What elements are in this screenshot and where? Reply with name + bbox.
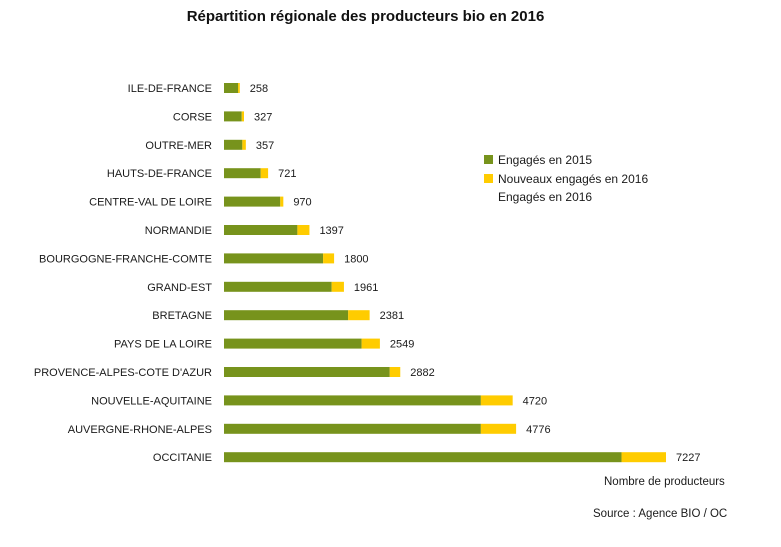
bar-new-2016-normandie — [297, 225, 310, 235]
bar-engaged-2015-pays-de-la-loire — [224, 338, 362, 349]
bar-new-2016-bretagne — [348, 310, 370, 321]
category-label-corse: CORSE — [173, 111, 212, 123]
value-label-pays-de-la-loire: 2549 — [390, 339, 414, 351]
category-label-auvergne-rhone-alpes: AUVERGNE-RHONE-ALPES — [68, 424, 212, 436]
value-label-normandie: 1397 — [319, 225, 343, 237]
legend-label-engaged-2015: Engagés en 2015 — [498, 152, 593, 167]
category-label-bourgogne-franche-comte: BOURGOGNE-FRANCHE-COMTE — [39, 253, 212, 265]
value-label-ile-de-france: 258 — [250, 83, 268, 95]
legend-swatch-new-2016 — [484, 174, 493, 183]
bar-engaged-2015-bourgogne-franche-comte — [224, 253, 324, 264]
value-label-bourgogne-franche-comte: 1800 — [344, 253, 368, 265]
value-label-corse: 327 — [254, 111, 272, 123]
bar-engaged-2015-ile-de-france — [224, 83, 239, 93]
legend-label-new-2016: Nouveaux engagés en 2016 — [498, 171, 649, 186]
value-label-centre-val-de-loire: 970 — [293, 197, 311, 209]
legend-label-engaged-2016: Engagés en 2016 — [498, 190, 593, 204]
value-label-provence-alpes-cote-d-azur: 2882 — [410, 367, 434, 379]
category-label-nouvelle-aquitaine: NOUVELLE-AQUITAINE — [91, 395, 212, 407]
bar-engaged-2015-centre-val-de-loire — [224, 196, 281, 207]
category-label-grand-est: GRAND-EST — [147, 282, 212, 294]
value-label-hauts-de-france: 721 — [278, 168, 296, 180]
category-label-normandie: NORMANDIE — [145, 225, 212, 237]
bar-new-2016-corse — [241, 111, 244, 122]
bar-new-2016-ile-de-france — [238, 83, 240, 93]
bar-new-2016-pays-de-la-loire — [361, 338, 380, 349]
legend-swatch-engaged-2015 — [484, 155, 493, 164]
bar-new-2016-provence-alpes-cote-d-azur — [389, 367, 401, 377]
bar-engaged-2015-auvergne-rhone-alpes — [224, 423, 481, 434]
legend-item-engaged-2015: Engagés en 2015 — [484, 150, 648, 169]
bar-new-2016-bourgogne-franche-comte — [323, 253, 335, 264]
category-label-outre-mer: OUTRE-MER — [145, 140, 212, 152]
bar-new-2016-auvergne-rhone-alpes — [480, 423, 517, 434]
bar-engaged-2015-outre-mer — [224, 139, 243, 150]
value-label-auvergne-rhone-alpes: 4776 — [526, 424, 550, 436]
bar-new-2016-outre-mer — [242, 139, 246, 150]
x-axis-label: Nombre de producteurs — [604, 476, 725, 488]
bar-new-2016-hauts-de-france — [260, 168, 269, 179]
category-label-centre-val-de-loire: CENTRE-VAL DE LOIRE — [89, 197, 212, 209]
category-label-ile-de-france: ILE-DE-FRANCE — [128, 83, 212, 95]
bar-engaged-2015-grand-est — [224, 281, 332, 292]
value-label-outre-mer: 357 — [256, 140, 274, 152]
category-label-bretagne: BRETAGNE — [152, 310, 212, 322]
value-label-occitanie: 7227 — [676, 452, 700, 464]
bar-engaged-2015-normandie — [224, 225, 298, 235]
bar-engaged-2015-occitanie — [224, 452, 622, 463]
value-label-bretagne: 2381 — [380, 310, 404, 322]
bar-engaged-2015-corse — [224, 111, 242, 122]
category-label-occitanie: OCCITANIE — [153, 452, 212, 464]
category-label-hauts-de-france: HAUTS-DE-FRANCE — [107, 168, 212, 180]
bar-engaged-2015-nouvelle-aquitaine — [224, 395, 481, 406]
value-label-grand-est: 1961 — [354, 282, 378, 294]
bar-new-2016-nouvelle-aquitaine — [480, 395, 513, 406]
value-label-nouvelle-aquitaine: 4720 — [523, 395, 547, 407]
chart-title: Répartition régionale des producteurs bi… — [186, 8, 545, 25]
bar-new-2016-centre-val-de-loire — [280, 196, 284, 207]
bar-engaged-2015-bretagne — [224, 310, 349, 321]
bar-new-2016-grand-est — [331, 281, 344, 292]
category-label-pays-de-la-loire: PAYS DE LA LOIRE — [114, 339, 212, 351]
bar-new-2016-occitanie — [621, 452, 666, 463]
legend: Engagés en 2015 Nouveaux engagés en 2016… — [484, 150, 648, 207]
bar-engaged-2015-provence-alpes-cote-d-azur — [224, 367, 390, 377]
category-label-provence-alpes-cote-d-azur: PROVENCE-ALPES-COTE D'AZUR — [34, 367, 212, 379]
source-note: Source : Agence BIO / OC — [593, 508, 728, 520]
legend-item-new-2016: Nouveaux engagés en 2016 — [484, 169, 648, 188]
bar-engaged-2015-hauts-de-france — [224, 168, 261, 179]
